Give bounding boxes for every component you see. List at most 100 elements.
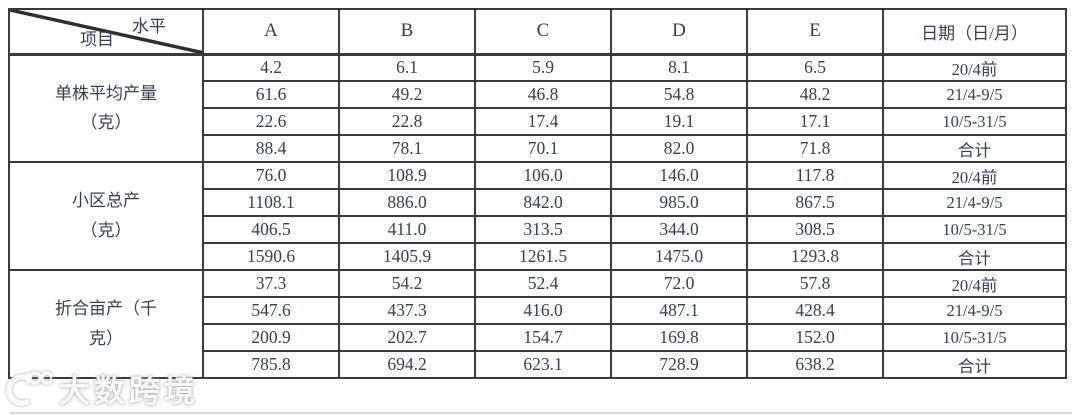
cell: 638.2 — [746, 350, 884, 379]
cell: 37.3 — [202, 269, 340, 298]
cell: 200.9 — [202, 323, 340, 352]
cell: 169.8 — [610, 323, 748, 352]
partial-rule-line — [10, 412, 1072, 414]
col-header-d: D — [610, 8, 748, 56]
col-header-c: C — [474, 8, 612, 56]
yield-data-table: 水平 项目 A B C D E 日期（日/月） 单株平均产量 （克） 4.2 6… — [8, 8, 1067, 379]
cell: 49.2 — [338, 80, 476, 109]
corner-header-cell: 水平 项目 — [8, 8, 204, 56]
table-row: 785.8 694.2 623.1 728.9 638.2 合计 — [9, 350, 1067, 379]
cell: 152.0 — [746, 323, 884, 352]
table-row: 1108.1 886.0 842.0 985.0 867.5 21/4-9/5 — [9, 188, 1067, 217]
cell: 154.7 — [474, 323, 612, 352]
cell: 106.0 — [474, 161, 612, 190]
cell: 1108.1 — [202, 188, 340, 217]
cell: 108.9 — [338, 161, 476, 190]
col-header-a: A — [202, 8, 340, 56]
cell: 886.0 — [338, 188, 476, 217]
diagonal-divider-line — [10, 10, 202, 53]
group-label-line: （克） — [80, 221, 132, 240]
date-cell: 20/4前 — [882, 269, 1067, 298]
date-cell: 20/4前 — [882, 53, 1067, 82]
table-row: 1590.6 1405.9 1261.5 1475.0 1293.8 合计 — [9, 242, 1067, 271]
cell: 146.0 — [610, 161, 748, 190]
group-label-line: 折合亩产（千 — [55, 299, 157, 319]
group-label-line: 克） — [89, 329, 123, 348]
group-label-line: 小区总产 — [72, 191, 140, 211]
cell: 313.5 — [474, 215, 612, 244]
cell: 17.4 — [474, 107, 612, 136]
col-header-date: 日期（日/月） — [882, 8, 1067, 56]
group-label-line: （克） — [80, 113, 132, 133]
table-row: 单株平均产量 （克） 4.2 6.1 5.9 8.1 6.5 20/4前 — [8, 53, 1067, 163]
table-row: 折合亩产（千 克） 37.3 54.2 52.4 72.0 57.8 20/4前 — [8, 269, 1067, 379]
table-row: 547.6 437.3 416.0 487.1 428.4 21/4-9/5 — [9, 296, 1067, 325]
cell: 437.3 — [338, 296, 476, 325]
cell: 1293.8 — [746, 242, 884, 271]
cell: 6.1 — [338, 53, 476, 82]
data-table-container: 水平 项目 A B C D E 日期（日/月） 单株平均产量 （克） 4.2 6… — [8, 8, 1067, 379]
date-cell: 10/5-31/5 — [882, 215, 1067, 244]
cell: 428.4 — [746, 296, 884, 325]
corner-label-item: 项目 — [80, 29, 114, 49]
group-label-line: 单株平均产量 — [55, 83, 157, 103]
date-cell: 21/4-9/5 — [882, 296, 1067, 325]
cell: 17.1 — [746, 107, 884, 136]
cell: 72.0 — [610, 269, 748, 298]
row-group-label-avg-yield: 单株平均产量 （克） — [8, 53, 204, 163]
header-row: 水平 项目 A B C D E 日期（日/月） — [8, 8, 1067, 56]
col-header-e: E — [746, 8, 884, 56]
cell: 5.9 — [474, 53, 612, 82]
cell: 985.0 — [610, 188, 748, 217]
cell: 8.1 — [610, 53, 748, 82]
date-cell: 21/4-9/5 — [882, 80, 1067, 109]
date-cell: 20/4前 — [882, 161, 1067, 190]
cell: 1405.9 — [338, 242, 476, 271]
cell: 57.8 — [746, 269, 884, 298]
col-header-b: B — [338, 8, 476, 56]
table-row: 22.6 22.8 17.4 19.1 17.1 10/5-31/5 — [9, 107, 1067, 136]
cell: 1590.6 — [202, 242, 340, 271]
cell: 6.5 — [746, 53, 884, 82]
cell: 22.6 — [202, 107, 340, 136]
cell: 867.5 — [746, 188, 884, 217]
cell: 344.0 — [610, 215, 748, 244]
cell: 308.5 — [746, 215, 884, 244]
cell: 46.8 — [474, 80, 612, 109]
table-row: 88.4 78.1 70.1 82.0 71.8 合计 — [9, 134, 1067, 163]
cell: 487.1 — [610, 296, 748, 325]
cell: 406.5 — [202, 215, 340, 244]
cell: 19.1 — [610, 107, 748, 136]
cell: 4.2 — [202, 53, 340, 82]
cell: 694.2 — [338, 350, 476, 379]
table-row: 61.6 49.2 46.8 54.8 48.2 21/4-9/5 — [9, 80, 1067, 109]
cell: 623.1 — [474, 350, 612, 379]
date-cell: 10/5-31/5 — [882, 323, 1067, 352]
cell: 416.0 — [474, 296, 612, 325]
cell: 70.1 — [474, 134, 612, 163]
cell: 22.8 — [338, 107, 476, 136]
cell: 78.1 — [338, 134, 476, 163]
cell: 61.6 — [202, 80, 340, 109]
cell: 71.8 — [746, 134, 884, 163]
corner-label-level: 水平 — [132, 17, 166, 36]
table-row: 406.5 411.0 313.5 344.0 308.5 10/5-31/5 — [9, 215, 1067, 244]
cell: 52.4 — [474, 269, 612, 298]
row-group-label-per-mu-yield: 折合亩产（千 克） — [8, 269, 204, 379]
table-row: 小区总产 （克） 76.0 108.9 106.0 146.0 117.8 20… — [8, 161, 1067, 271]
cell: 728.9 — [610, 350, 748, 379]
cell: 76.0 — [202, 161, 340, 190]
cell: 88.4 — [202, 134, 340, 163]
cell: 54.8 — [610, 80, 748, 109]
cell: 117.8 — [746, 161, 884, 190]
table-row: 200.9 202.7 154.7 169.8 152.0 10/5-31/5 — [9, 323, 1067, 352]
cell: 547.6 — [202, 296, 340, 325]
cell: 842.0 — [474, 188, 612, 217]
total-cell: 合计 — [882, 242, 1067, 271]
cell: 411.0 — [338, 215, 476, 244]
cell: 54.2 — [338, 269, 476, 298]
total-cell: 合计 — [882, 350, 1067, 379]
cell: 785.8 — [202, 350, 340, 379]
cell: 1475.0 — [610, 242, 748, 271]
total-cell: 合计 — [882, 134, 1067, 163]
